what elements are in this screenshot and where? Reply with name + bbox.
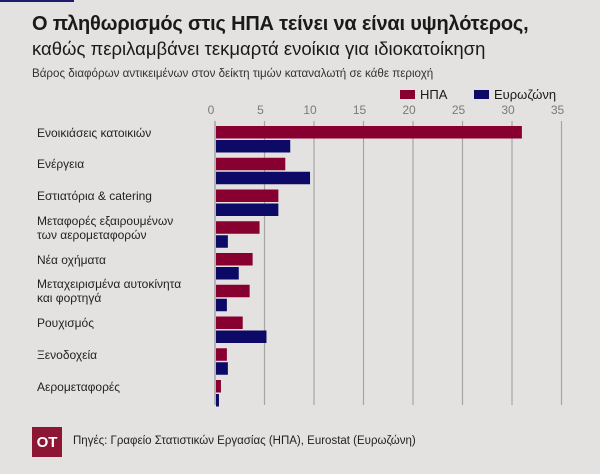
category-label-line: των αερομεταφορών — [37, 227, 147, 242]
bar-us — [216, 189, 279, 202]
x-tick-label: 10 — [303, 103, 317, 117]
category-label-line: Μεταχειρισμένα αυτοκίνητα — [37, 277, 182, 292]
bar-ez — [216, 362, 228, 375]
x-tick-label: 30 — [501, 103, 515, 117]
publisher-logo: ΟΤ — [32, 427, 62, 457]
category-label-line: Ενοικιάσεις κατοικιών — [37, 125, 152, 140]
x-tick-label: 5 — [257, 103, 264, 117]
legend-label-us: ΗΠΑ — [420, 86, 448, 102]
category-label-line: Ενέργεια — [37, 157, 85, 172]
category-label-line: Ρουχισμός — [37, 316, 94, 330]
bar-us — [216, 380, 221, 393]
category-label: Αερομεταφορές — [37, 380, 120, 394]
legend-label-ez: Ευρωζώνη — [494, 86, 557, 102]
chart-title: Ο πληθωρισμός στις ΗΠΑ τείνει να είναι υ… — [32, 13, 529, 35]
category-label: Εστιατόρια & catering — [37, 189, 152, 203]
legend-swatch-us — [400, 89, 415, 99]
category-label-line: Μεταφορές εξαιρουμένων — [37, 213, 174, 228]
bar-ez — [216, 267, 239, 280]
category-label-line: Αερομεταφορές — [37, 379, 121, 394]
bar-us — [216, 157, 286, 171]
category-label-line: Ξενοδοχεία — [37, 347, 98, 362]
accent-line — [0, 0, 74, 2]
x-tick-label: 25 — [452, 103, 466, 117]
bar-us — [216, 348, 227, 361]
chart-caption: Βάρος διαφόρων αντικειμένων στον δείκτη … — [32, 67, 434, 80]
legend-item-us: ΗΠΑ — [400, 86, 447, 102]
category-label: Ενέργεια — [37, 157, 84, 171]
bar-ez — [216, 330, 267, 343]
bar-us — [216, 316, 243, 329]
category-label: Ενοικιάσεις κατοικιών — [37, 126, 151, 140]
legend-swatch-ez — [474, 89, 489, 99]
bar-ez — [216, 171, 311, 185]
bar-ez — [216, 298, 227, 312]
category-label: Μεταχειρισμένα αυτοκίνητα και φορτηγά — [37, 277, 181, 305]
category-label: Μεταφορές εξαιρουμένων των αερομεταφορών — [37, 214, 173, 242]
bar-ez — [216, 394, 219, 407]
x-tick-label: 20 — [402, 103, 416, 117]
x-tick-label: 0 — [208, 103, 215, 117]
category-label: Ρουχισμός — [37, 316, 94, 330]
chart-subtitle: καθώς περιλαμβάνει τεκμαρτά ενοίκια για … — [32, 38, 486, 59]
bar-us — [216, 253, 253, 266]
category-label: Νέα οχήματα — [37, 253, 106, 267]
bar-ez — [216, 140, 291, 153]
category-label: Ξενοδοχεία — [37, 348, 97, 362]
bar-ez — [216, 235, 228, 248]
x-tick-label: 15 — [353, 103, 367, 117]
legend-item-ez: Ευρωζώνη — [474, 86, 556, 102]
bar-ez — [216, 203, 279, 216]
bar-us — [216, 284, 250, 298]
bar-us — [216, 126, 522, 139]
x-tick-label: 35 — [551, 103, 565, 117]
category-label-line: και φορτηγά — [37, 291, 102, 306]
category-label-line: Εστιατόρια & catering — [37, 189, 152, 203]
bar-us — [216, 221, 260, 234]
category-label-line: Νέα οχήματα — [37, 252, 106, 267]
source-note: Πηγές: Γραφείο Στατιστικών Εργασίας (ΗΠΑ… — [73, 435, 416, 447]
